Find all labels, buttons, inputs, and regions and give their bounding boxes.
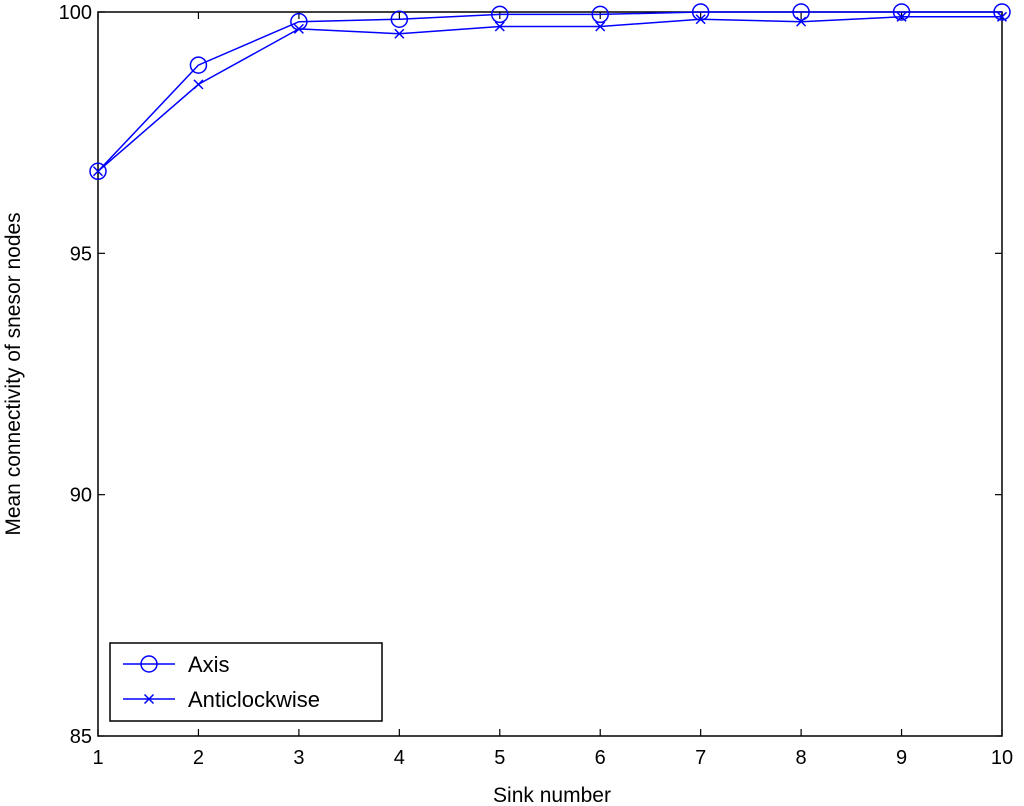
legend-label: Anticlockwise <box>188 687 320 712</box>
data-point <box>89 162 107 181</box>
x-tick-label: 10 <box>991 747 1013 769</box>
data-point <box>892 3 911 21</box>
legend: Axis Anticlockwise <box>109 642 383 722</box>
data-point <box>896 11 907 22</box>
data-point <box>92 166 104 177</box>
data-point <box>189 56 208 74</box>
y-tick-label: 85 <box>70 726 92 748</box>
data-point <box>591 5 609 24</box>
legend-label: Axis <box>188 652 230 677</box>
data-point <box>792 3 810 21</box>
series-anticlockwise <box>92 11 1008 177</box>
tick-labels: 1 2 3 4 5 6 7 8 9 10 85 90 95 100 <box>59 2 1014 769</box>
legend-item: Axis <box>123 652 230 677</box>
x-tick-label: 7 <box>695 747 706 769</box>
data-point <box>996 11 1008 22</box>
y-axis-title: Mean connectivity of snesor nodes <box>2 212 25 535</box>
y-tick-label: 90 <box>70 485 92 507</box>
legend-box <box>109 642 383 722</box>
data-point <box>695 14 706 25</box>
x-tick-label: 4 <box>394 747 405 769</box>
legend-marker <box>140 655 158 673</box>
data-point <box>494 21 505 32</box>
x-tick-label: 8 <box>796 747 807 769</box>
series-line <box>97 11 1002 172</box>
x-tick-label: 1 <box>92 747 103 769</box>
data-point <box>193 79 204 90</box>
data-point <box>293 23 304 34</box>
data-point <box>796 16 807 27</box>
x-tick-label: 6 <box>595 747 606 769</box>
plot-area <box>97 11 1003 737</box>
data-point <box>394 28 405 39</box>
y-tick-label: 95 <box>70 243 92 265</box>
data-point <box>390 10 409 28</box>
data-point <box>993 3 1011 21</box>
x-tick-label: 3 <box>293 747 304 769</box>
x-axis-title: Sink number <box>493 784 611 806</box>
data-point <box>491 5 509 24</box>
y-tick-label: 100 <box>59 2 92 24</box>
legend-item: Anticlockwise <box>123 687 320 712</box>
legend-marker <box>143 693 155 705</box>
x-tick-label: 5 <box>494 747 505 769</box>
data-point <box>595 21 606 32</box>
x-tick-label: 2 <box>193 747 204 769</box>
x-tick-label: 9 <box>896 747 907 769</box>
series-line <box>97 16 1002 172</box>
series-layer <box>89 3 1011 181</box>
